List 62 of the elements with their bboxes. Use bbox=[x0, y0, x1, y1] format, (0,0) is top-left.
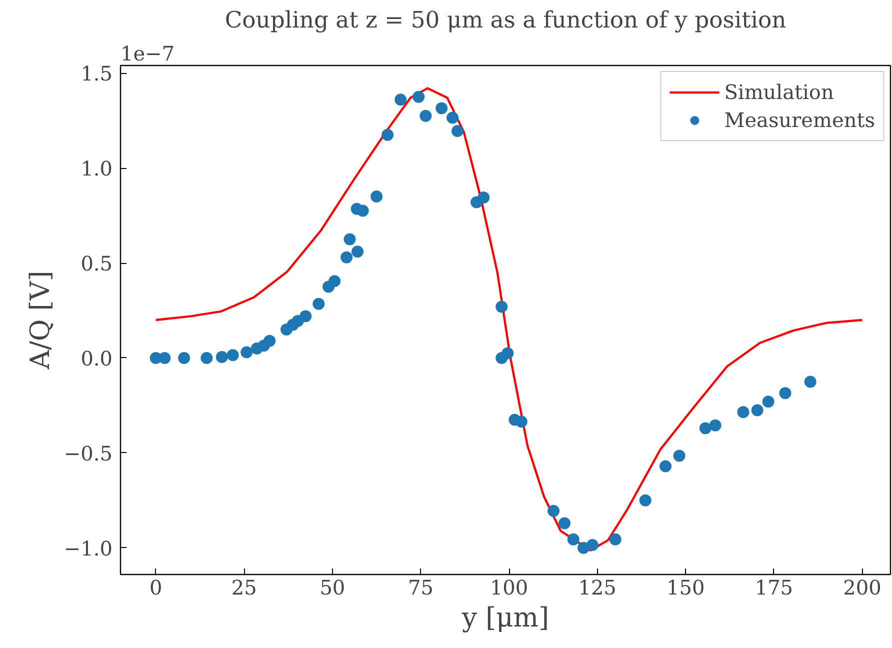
point bbox=[548, 504, 560, 517]
point bbox=[178, 352, 190, 364]
y-tick-label: 0.0 bbox=[80, 346, 113, 370]
chart-title: Coupling at z = 50 μm as a function of y position bbox=[224, 8, 786, 34]
point bbox=[370, 190, 383, 203]
y-axis-title: A/Q [V] bbox=[24, 270, 56, 370]
point bbox=[639, 494, 652, 506]
point bbox=[352, 246, 364, 258]
point bbox=[567, 533, 580, 546]
point bbox=[200, 352, 213, 364]
y-tick-label: 0.5 bbox=[80, 252, 113, 276]
point bbox=[240, 346, 253, 358]
point bbox=[496, 300, 508, 313]
point bbox=[312, 298, 325, 310]
x-tick-label: 50 bbox=[320, 576, 346, 600]
x-tick-label: 200 bbox=[843, 576, 882, 600]
point bbox=[382, 128, 394, 141]
point bbox=[779, 387, 792, 400]
point bbox=[264, 334, 276, 347]
point bbox=[660, 460, 672, 472]
point bbox=[446, 112, 459, 124]
point bbox=[502, 347, 514, 360]
point bbox=[804, 376, 816, 388]
point bbox=[586, 539, 598, 552]
x-tick-label: 150 bbox=[666, 576, 705, 600]
point bbox=[158, 352, 171, 364]
y-tick-label: −1.0 bbox=[64, 536, 113, 560]
point bbox=[300, 310, 312, 322]
point bbox=[344, 233, 356, 246]
point bbox=[436, 102, 448, 114]
x-tick-label: 100 bbox=[490, 576, 528, 600]
x-tick-label: 0 bbox=[149, 576, 162, 600]
point bbox=[420, 110, 432, 122]
point bbox=[751, 404, 764, 416]
point bbox=[558, 517, 570, 530]
point bbox=[328, 275, 341, 288]
point bbox=[673, 450, 686, 462]
point bbox=[699, 422, 712, 434]
x-tick-label: 25 bbox=[231, 576, 257, 600]
y-tick-label: −0.5 bbox=[64, 441, 113, 466]
point bbox=[515, 416, 528, 428]
point bbox=[412, 90, 425, 103]
legend-label: Measurements bbox=[724, 108, 875, 132]
point bbox=[478, 192, 490, 204]
y-tick-label: 1.0 bbox=[80, 156, 113, 181]
point bbox=[226, 349, 239, 362]
point bbox=[737, 406, 750, 418]
y-tick-label: 1.5 bbox=[80, 62, 113, 86]
x-tick-label: 75 bbox=[408, 576, 434, 600]
legend-label: Simulation bbox=[724, 80, 834, 104]
point bbox=[762, 396, 774, 408]
point bbox=[216, 351, 228, 364]
point bbox=[340, 251, 353, 264]
point bbox=[609, 533, 622, 546]
point bbox=[709, 419, 722, 432]
x-axis-title: y [μm] bbox=[461, 602, 549, 634]
point bbox=[394, 94, 407, 106]
x-tick-label: 175 bbox=[754, 576, 794, 600]
point bbox=[356, 204, 369, 217]
point bbox=[451, 125, 464, 138]
x-tick-label: 125 bbox=[578, 576, 616, 600]
text: 1e−7 bbox=[120, 42, 175, 66]
